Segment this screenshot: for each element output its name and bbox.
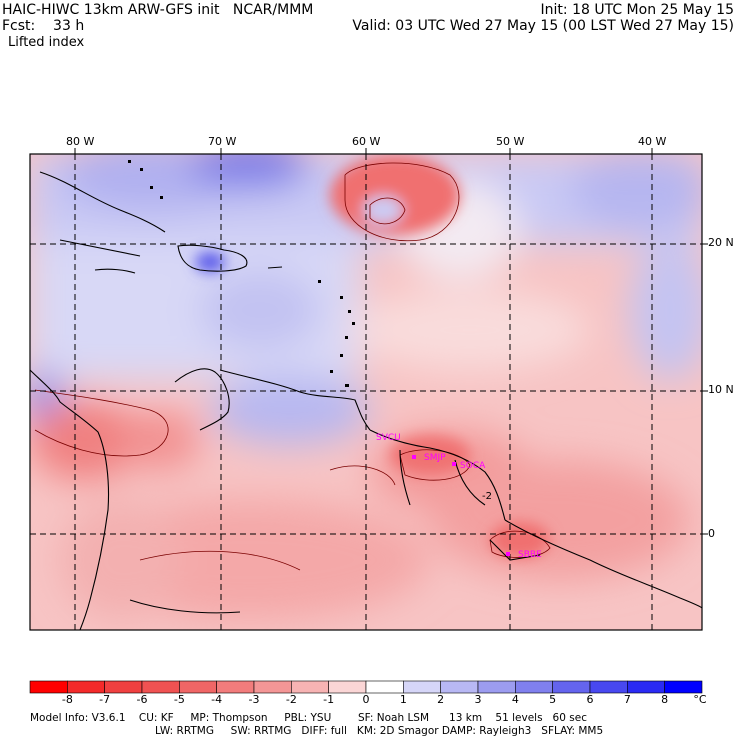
site-label-soca: SOCA [460,461,486,471]
footer-physics-info: LW: RRTMG SW: RRTMG DIFF: full KM: 2D Sm… [155,725,604,737]
colorbar-tick-label: -1 [323,693,335,706]
contours [34,162,551,571]
colorbar-tick-label: -6 [136,693,148,706]
colorbar-swatch [291,680,329,694]
colorbar-tick-label: -8 [61,693,73,706]
tick-marks [74,148,708,535]
colorbar-swatch [253,680,292,694]
colorbar-unit: °C [693,693,707,706]
site-label-svcu: SVCU [376,433,401,443]
lon-label-80w: 80 W [66,135,95,148]
colorbar-swatch [552,680,591,694]
colorbar-swatch [627,680,665,694]
chart-title: HAIC-HIWC 13km ARW-GFS init NCAR/MMM [2,2,314,18]
coastlines [30,171,702,630]
colorbar-tick-label: -2 [285,693,297,706]
colorbar-swatch [515,680,553,694]
colorbar-swatch [179,680,217,694]
colorbar-swatch [477,680,516,694]
colorbar-swatch [67,680,105,694]
colorbar-tick-label: 3 [474,693,482,706]
colorbar-swatch [589,680,628,694]
colorbar-tick-label: -4 [211,693,223,706]
contour-label: -2 [482,491,492,502]
colorbar-tick-label: -7 [99,693,111,706]
forecast-hour: Fcst: 33 h [2,18,85,34]
colorbar-swatch [365,680,404,694]
colorbar-swatch [440,680,479,694]
valid-time: Valid: 03 UTC Wed 27 May 15 (00 LST Wed … [352,18,734,34]
field-name: Lifted index [8,35,85,50]
colorbar-swatch [403,680,441,694]
graticule [30,154,702,630]
site-label-smjp: SMJP [424,453,446,463]
colorbar-swatch [328,680,367,694]
colorbar-tick-label: -5 [173,693,185,706]
colorbar-tick-label: 2 [437,693,445,706]
footer-model-info: Model Info: V3.6.1 CU: KF MP: Thompson P… [30,712,587,724]
colorbar-tick-label: -3 [248,693,260,706]
colorbar-tick-label: 6 [586,693,594,706]
field-shading [30,154,702,630]
colorbar-tick-label: 1 [399,693,407,706]
lat-label-20n: 20 N [708,236,734,249]
colorbar-tick-label: 5 [549,693,557,706]
lon-label-40w: 40 W [638,135,667,148]
lon-label-70w: 70 W [208,135,237,148]
site-markers [412,455,510,556]
lon-label-50w: 50 W [496,135,525,148]
colorbar [29,680,703,694]
init-time: Init: 18 UTC Mon 25 May 15 [540,2,734,18]
colorbar-swatch [29,680,68,694]
site-label-sbbe: SBBE [518,550,542,560]
lon-label-60w: 60 W [352,135,381,148]
colorbar-swatch [141,680,180,694]
lat-label-10n: 10 N [708,383,734,396]
map-frame [29,153,703,631]
colorbar-swatch [104,680,143,694]
colorbar-tick-label: 8 [661,693,669,706]
island-dots [128,160,355,387]
colorbar-swatch [664,680,703,694]
colorbar-swatch [216,680,255,694]
lat-label-0: 0 [708,527,715,540]
colorbar-tick-label: 7 [623,693,631,706]
colorbar-tick-label: 4 [511,693,519,706]
colorbar-tick-label: 0 [362,693,370,706]
